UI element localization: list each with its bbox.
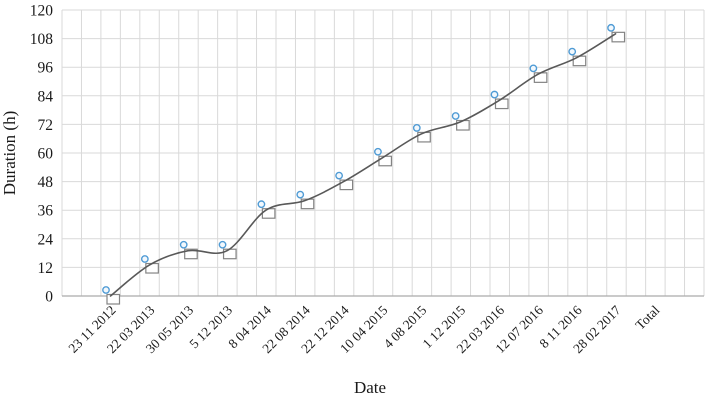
circle-marker — [451, 112, 460, 120]
circle-marker — [140, 255, 149, 263]
circle-marker — [568, 47, 577, 56]
x-tick-label: Total — [632, 302, 662, 332]
circle-marker — [102, 286, 110, 294]
square-marker — [611, 31, 626, 43]
square-marker — [572, 55, 587, 67]
square-marker — [145, 262, 159, 274]
square-marker — [106, 293, 121, 305]
vertical-gridlines — [61, 10, 705, 296]
y-tick-label: 48 — [38, 174, 54, 191]
circle-marker — [218, 240, 227, 249]
circle-marker — [529, 64, 538, 73]
y-axis-tick-labels: 0 12 24 36 48 60 72 84 96 108 120 — [30, 3, 54, 306]
square-marker — [378, 155, 393, 167]
square-marker — [494, 98, 509, 110]
y-axis-title: Duration (h) — [0, 111, 19, 196]
square-marker — [184, 248, 198, 260]
y-tick-label: 84 — [38, 88, 54, 105]
y-tick-label: 120 — [30, 3, 54, 20]
y-tick-label: 72 — [38, 117, 54, 134]
circle-marker — [374, 147, 382, 156]
circle-marker — [335, 171, 343, 180]
series-line — [109, 33, 617, 297]
horizontal-gridlines — [62, 9, 704, 297]
y-tick-label: 108 — [30, 31, 54, 48]
square-marker — [261, 208, 276, 219]
y-tick-label: 60 — [38, 146, 54, 163]
square-marker — [533, 72, 548, 83]
y-tick-label: 0 — [45, 289, 53, 306]
line-series — [109, 33, 617, 297]
y-tick-label: 12 — [38, 260, 54, 277]
circle-markers — [102, 23, 615, 294]
circle-marker — [607, 23, 615, 32]
circle-marker — [412, 124, 421, 132]
x-axis-title: Date — [354, 378, 386, 397]
y-tick-label: 24 — [38, 231, 54, 248]
square-marker — [339, 179, 354, 191]
circle-marker — [257, 200, 266, 209]
y-tick-label: 96 — [38, 60, 54, 77]
y-tick-label: 36 — [38, 203, 54, 220]
square-markers — [106, 31, 626, 305]
circle-marker — [490, 90, 499, 99]
circle-marker — [296, 190, 305, 199]
circle-marker — [179, 240, 188, 249]
